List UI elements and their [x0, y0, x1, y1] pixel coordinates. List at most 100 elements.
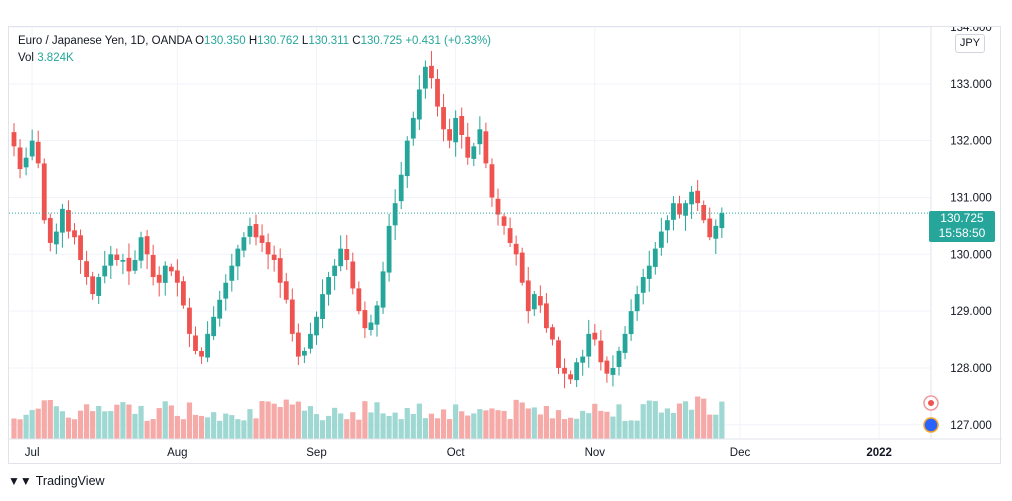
- candle-body: [41, 163, 47, 221]
- volume-bar: [344, 419, 350, 439]
- volume-bar: [586, 413, 592, 439]
- volume-bars: [11, 396, 725, 439]
- candle-body: [683, 203, 688, 216]
- high-label: H: [248, 35, 258, 47]
- volume-bar: [701, 398, 707, 439]
- time-tick-label: 2022: [866, 447, 892, 459]
- candle-body: [392, 203, 398, 226]
- volume-bar: [610, 416, 616, 439]
- candle-body: [138, 237, 144, 261]
- candle-body: [241, 237, 247, 251]
- candle-body: [519, 252, 525, 283]
- brand-name: TradingView: [35, 474, 105, 488]
- volume-bar: [71, 419, 78, 439]
- candle-body: [665, 220, 670, 231]
- candle-body: [628, 311, 634, 335]
- candle-body: [72, 230, 77, 238]
- volume-bar: [307, 406, 314, 439]
- volume-bar: [398, 419, 404, 439]
- candle-body: [90, 276, 96, 295]
- volume-bar: [186, 402, 193, 439]
- candle-body: [320, 294, 325, 319]
- candle-body: [223, 282, 229, 299]
- volume-bar: [471, 413, 477, 439]
- volume-bar: [392, 412, 398, 439]
- volume-bar: [422, 418, 428, 439]
- bar-countdown: 15:58:50: [938, 226, 986, 240]
- candle-body: [713, 225, 719, 239]
- volume-bar: [592, 403, 598, 439]
- volume-bar: [676, 403, 683, 439]
- candle-body: [513, 243, 519, 255]
- volume-bar: [568, 417, 574, 439]
- volume-bar: [47, 399, 53, 439]
- candle-body: [525, 280, 531, 312]
- open-label: O: [195, 35, 205, 47]
- volume-bar: [622, 420, 628, 439]
- volume-bar: [695, 396, 701, 439]
- candle-body: [114, 254, 120, 260]
- price-tick-label: 128.000: [950, 363, 992, 375]
- candle-body: [271, 254, 277, 260]
- volume-bar: [549, 418, 556, 439]
- candle-body: [181, 281, 186, 306]
- candle-body: [211, 316, 217, 337]
- volume-bar: [108, 411, 114, 439]
- volume-bar: [114, 404, 120, 439]
- candle-body: [332, 265, 338, 276]
- volume-bar: [319, 420, 326, 439]
- volume-bar: [416, 403, 422, 439]
- volume-bar: [96, 406, 102, 439]
- candle-body: [550, 327, 555, 340]
- volume-bar: [707, 414, 713, 439]
- volume-bar: [495, 410, 501, 439]
- candle-body: [205, 333, 210, 358]
- volume-bar: [434, 418, 441, 439]
- volume-bar: [180, 419, 186, 439]
- volume-bar: [253, 418, 259, 439]
- candle-body: [489, 164, 495, 198]
- last-price-tag: 130.725 15:58:50: [929, 211, 995, 242]
- candle-body: [29, 140, 35, 157]
- candle-body: [465, 136, 471, 158]
- price-candles: [11, 50, 725, 389]
- candle-body: [259, 235, 265, 243]
- volume-bar: [17, 419, 23, 439]
- candle-body: [689, 191, 694, 205]
- tradingview-attribution[interactable]: ▼▼ TradingView: [8, 474, 105, 488]
- volume-bar: [537, 414, 543, 439]
- volume-bar: [35, 408, 41, 439]
- candle-body: [120, 259, 126, 262]
- volume-bar: [440, 409, 447, 439]
- candle-body: [350, 261, 356, 289]
- volume-bar: [144, 420, 150, 439]
- volume-bar: [301, 410, 307, 439]
- close-value: 130.725: [360, 35, 403, 47]
- volume-bar: [247, 409, 253, 439]
- candle-body: [447, 129, 452, 141]
- candle-body: [162, 265, 168, 283]
- volume-bar: [453, 404, 459, 439]
- volume-bar: [84, 404, 90, 439]
- price-tick-label: 133.000: [950, 79, 992, 91]
- candle-body: [35, 141, 41, 164]
- volume-bar: [380, 413, 386, 439]
- volume-bar: [11, 418, 17, 439]
- volume-bar: [580, 410, 586, 439]
- volume-bar: [368, 412, 374, 439]
- candle-body: [477, 129, 483, 145]
- candle-body: [102, 265, 108, 277]
- candlestick-chart[interactable]: 127.000 128.000 129.000 130.000 131.000 132.0…: [9, 27, 1002, 465]
- volume-bar: [271, 403, 277, 439]
- tradingview-logo-icon: ▼▼: [8, 474, 32, 488]
- candle-body: [23, 157, 29, 168]
- volume-bar: [332, 407, 338, 439]
- currency-button[interactable]: JPY: [955, 34, 985, 53]
- volume-bar: [531, 407, 537, 439]
- volume-bar: [223, 413, 229, 439]
- candle-body: [562, 367, 567, 374]
- candle-body: [695, 190, 701, 204]
- candle-body: [404, 140, 410, 177]
- price-tick-label: 132.000: [950, 136, 992, 148]
- volume-bar: [277, 407, 283, 439]
